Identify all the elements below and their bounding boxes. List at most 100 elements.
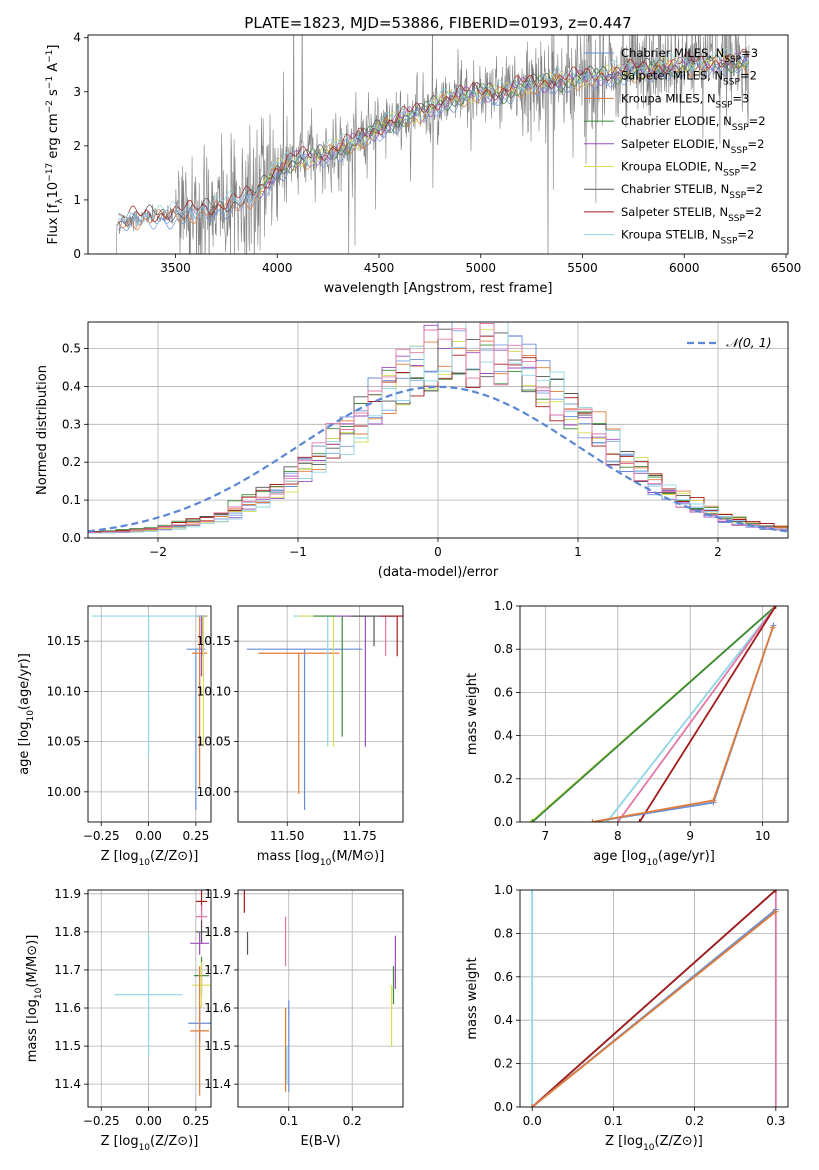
- spectrum-legend-label: Kroupa ELODIE, NSSP=2: [621, 160, 757, 179]
- mass_weight_vs_age-xtick-label: 8: [614, 829, 622, 843]
- age_vs_mass-ytick-label: 10.00: [197, 785, 231, 799]
- spectrum-model-line: [118, 47, 749, 224]
- mass_vs_Z-ytick-label: 11.4: [54, 1077, 81, 1091]
- mass_vs_Z-xlabel-part: Z [log: [101, 1134, 139, 1149]
- age_vs_mass-xlabel: mass [log10(M/M⊙)]: [257, 849, 385, 868]
- spectrum-ytick-label: 1: [73, 193, 81, 207]
- mass_vs_Z-frame: [87, 889, 212, 1108]
- mass_weight_vs_Z-ytick-label: 0.2: [494, 1057, 513, 1071]
- spectrum-ylabel-part: s: [46, 89, 61, 100]
- residuals-xtick-label: −2: [149, 545, 167, 559]
- age_vs_Z-ylabel: age [log10(age/yr)]: [17, 653, 36, 775]
- mass_weight_vs_age-series-line: [531, 606, 777, 822]
- mass_vs_Z-ylabel-part: (M/M⊙)]: [25, 935, 40, 988]
- mass_weight_vs_Z-series-line: [531, 890, 777, 1107]
- spectrum-legend-label-part: =2: [740, 69, 757, 83]
- spectrum-ylabel-part: ]: [46, 45, 61, 50]
- mass_weight_vs_age-plot-area: [520, 606, 788, 822]
- mass_vs_Z-ytick-label: 11.6: [54, 1001, 81, 1015]
- mass_weight_vs_age-xtick-label: 9: [686, 829, 694, 843]
- spectrum-legend-label: Chabrier ELODIE, NSSP=2: [621, 114, 766, 133]
- residuals-xtick-label: 2: [714, 545, 722, 559]
- mass_vs_Z-ytick-label: 11.9: [54, 887, 81, 901]
- spectrum-model-line: [256, 52, 750, 199]
- age_vs_Z-xtick-label: 0.25: [183, 829, 210, 843]
- mass_weight_vs_age-xtick-label: 7: [542, 829, 550, 843]
- spectrum-xtick-label: 5000: [465, 261, 496, 275]
- spectrum-model-line: [118, 51, 749, 227]
- age_vs_mass-xlabel-part: 10: [320, 858, 332, 868]
- spectrum-ytick-label: 2: [73, 139, 81, 153]
- spectrum-ytick-label: 4: [73, 31, 81, 45]
- mass_weight_vs_age-series-marker: [769, 624, 776, 631]
- residuals-xtick-label: 0: [434, 545, 442, 559]
- spectrum-legend-label-part: Chabrier MILES, N: [621, 46, 724, 60]
- residual-histogram-step: [88, 323, 788, 534]
- mass_vs_EBV-ytick-label: 11.5: [204, 1039, 231, 1053]
- mass_vs_Z-xlabel-part: 10: [139, 1143, 151, 1153]
- mass_weight_vs_Z-ytick-label: 1.0: [494, 883, 513, 897]
- age_vs_mass-xtick-label: 11.50: [270, 829, 304, 843]
- spectrum-legend-label: Kroupa MILES, NSSP=3: [621, 91, 749, 110]
- spectrum-legend-label-part: =2: [748, 137, 765, 151]
- mass_weight_vs_Z-series-marker: [772, 908, 779, 915]
- spectrum-xtick-label: 4500: [364, 261, 395, 275]
- age_vs_Z-xtick-label: 0.00: [135, 829, 162, 843]
- residual-histogram-step: [88, 328, 788, 533]
- mass_vs_EBV-ytick-label: 11.4: [204, 1077, 231, 1091]
- mass_vs_Z-ytick-label: 11.8: [54, 925, 81, 939]
- spectrum-ylabel-part: erg cm: [46, 113, 61, 162]
- spectrum-legend-label-part: =2: [737, 228, 754, 242]
- spectrum-xtick-label: 6500: [771, 261, 802, 275]
- mass_weight_vs_age-series-marker: [529, 819, 536, 822]
- age_vs_Z-ylabel-part: 10: [26, 710, 36, 722]
- mass_weight_vs_Z-ytick-label: 0.4: [494, 1013, 513, 1027]
- mass_vs_EBV-grid: [238, 890, 403, 1107]
- mass_vs_EBV-xtick-label: 0.2: [343, 1114, 362, 1128]
- spectrum-legend-label: Kroupa STELIB, NSSP=2: [621, 228, 754, 247]
- mass_weight_vs_age-ytick-label: 0.6: [494, 685, 513, 699]
- age_vs_mass-panel: 11.50 11.75 10.00 10.05 10.10 10.15 mass [log1…: [197, 605, 404, 868]
- mass_weight_vs_age-xlabel: age [log10(age/yr)]: [593, 849, 715, 868]
- mass_vs_EBV-xlabel: E(B-V): [300, 1134, 340, 1149]
- spectrum-legend-label-part: SSP: [723, 169, 740, 179]
- spectrum-legend-label-part: =2: [746, 182, 763, 196]
- spectrum-panel: 3500 4000 4500 5000 5500 6000 6500 0 1 2 3 4 wavelen…: [45, 31, 802, 296]
- age_vs_Z-xlabel-part: 10: [139, 858, 151, 868]
- age_vs_Z-ylabel-part: (age/yr)]: [17, 653, 32, 710]
- spectrum-legend-label: Salpeter MILES, NSSP=2: [621, 69, 757, 88]
- spectrum-legend-label: Chabrier STELIB, NSSP=2: [621, 182, 763, 201]
- age_vs_Z-xlabel: Z [log10(Z/Z⊙)]: [101, 849, 199, 868]
- spectrum-ylabel-part: −1: [45, 76, 55, 89]
- spectrum-xtick-label: 3500: [160, 261, 191, 275]
- residual-legend-label: 𝒩(0, 1): [726, 335, 772, 350]
- mass_vs_EBV-panel: 0.1 0.2 11.4 11.5 11.6 11.7 11.8 11.9 E(B-V): [204, 887, 404, 1149]
- spectrum-legend-label-part: SSP: [724, 55, 741, 65]
- mass_weight_vs_Z-xlabel-part: 10: [643, 1143, 655, 1153]
- mass_weight_vs_age-series-line: [617, 606, 777, 822]
- mass_weight_vs_age-ylabel: mass weight: [465, 673, 480, 755]
- spectrum-legend-label-part: Chabrier ELODIE, N: [621, 114, 732, 128]
- spectrum-ylabel-part: A: [46, 63, 61, 76]
- age_vs_Z-ytick-label: 10.05: [47, 735, 81, 749]
- spectrum-ylabel-part: −1: [45, 50, 55, 63]
- mass_weight_vs_Z-series-marker: [772, 1104, 779, 1107]
- mass_weight_vs_age-series-marker: [589, 819, 596, 822]
- mass_vs_EBV-frame: [237, 889, 404, 1108]
- mass_vs_EBV-ytick-label: 11.8: [204, 925, 231, 939]
- spectrum-model-line: [256, 55, 750, 190]
- mass_weight_vs_age-series-marker: [772, 606, 779, 609]
- mass_weight_vs_Z-ytick-label: 0.8: [494, 926, 513, 940]
- spectrum-legend-label-part: SSP: [729, 191, 746, 201]
- spectrum-xtick-label: 5500: [567, 261, 598, 275]
- spectrum-ytick-label: 3: [73, 85, 81, 99]
- age_vs_mass-ytick-label: 10.05: [197, 735, 231, 749]
- mass_weight_vs_age-xlabel-part: (age/yr)]: [658, 849, 715, 864]
- residuals-frame: [87, 321, 789, 539]
- residuals-plot-area: [88, 322, 788, 538]
- mass_vs_Z-ylabel: mass [log10(M/M⊙)]: [25, 935, 44, 1063]
